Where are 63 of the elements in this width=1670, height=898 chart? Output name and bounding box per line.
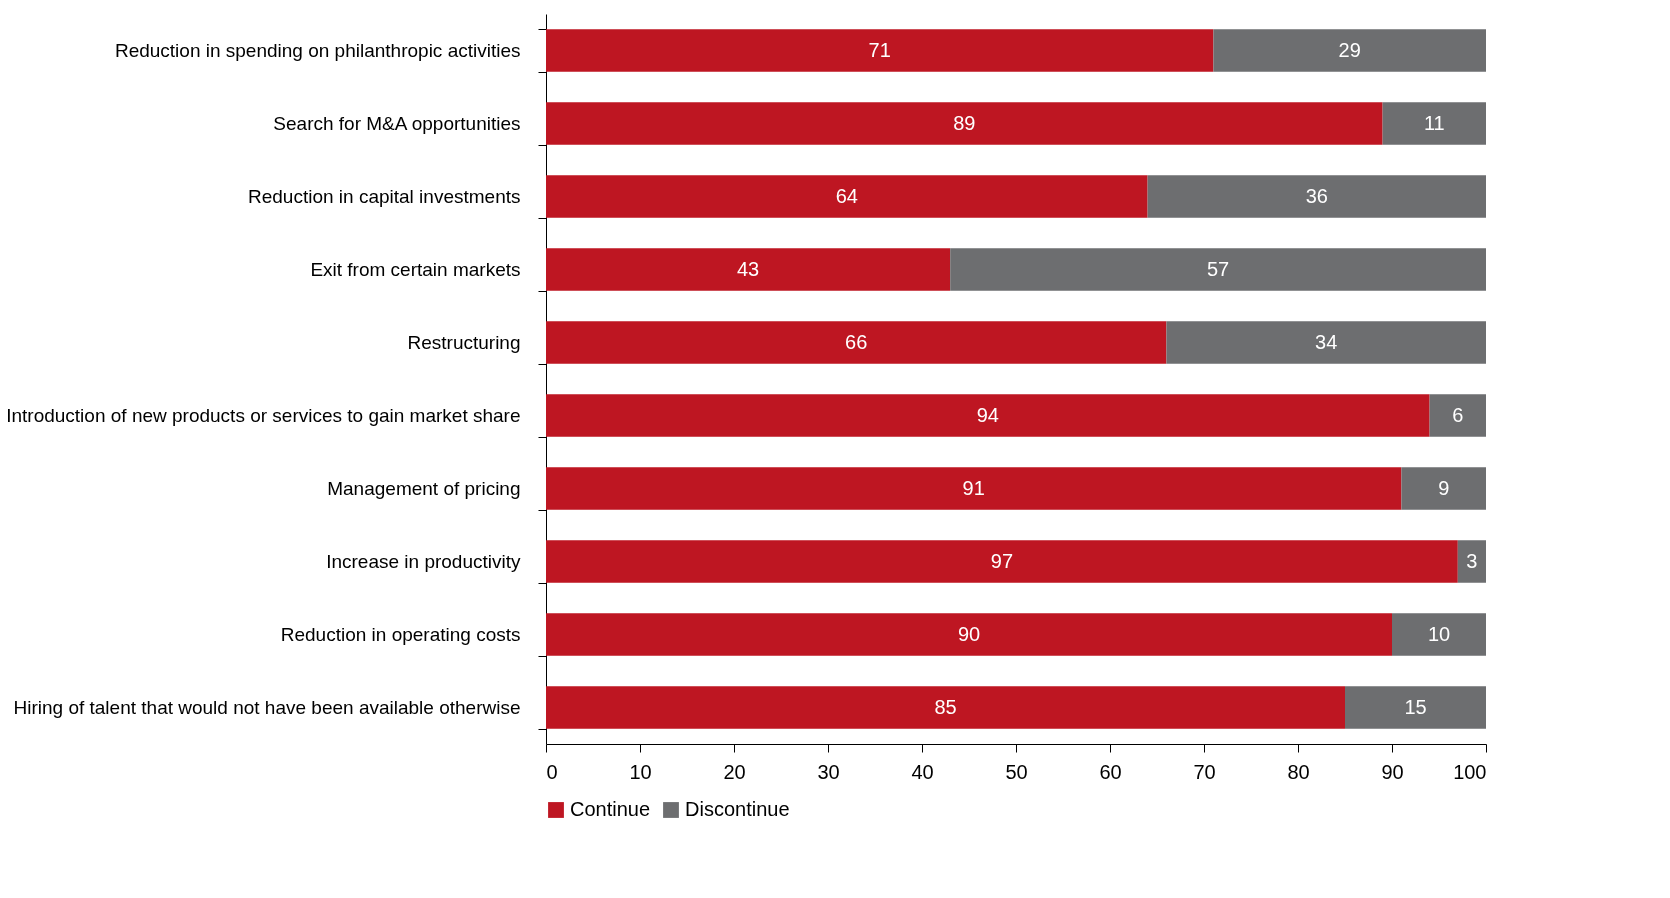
- data-label: 64: [835, 184, 858, 207]
- data-label: 10: [1427, 622, 1451, 645]
- x-tick-label: 80: [1287, 760, 1310, 783]
- data-label: 34: [1315, 330, 1338, 353]
- data-label: 6: [1452, 403, 1464, 426]
- data-label: 89: [953, 111, 976, 134]
- x-tick-label: 60: [1099, 760, 1122, 783]
- x-tick-label: 90: [1381, 760, 1404, 783]
- y-tick-label: Management of pricing: [327, 478, 521, 499]
- data-label: 57: [1206, 257, 1230, 280]
- x-tick-label: 10: [629, 760, 652, 783]
- y-tick-label: Increase in productivity: [326, 551, 521, 572]
- bar: [546, 321, 1167, 364]
- y-tick-label: Introduction of new products or services to gain market share: [6, 405, 521, 426]
- x-tick-label: 50: [1005, 760, 1028, 783]
- bar: [546, 467, 1402, 510]
- bar: [1166, 321, 1486, 364]
- data-label: 9: [1438, 476, 1450, 499]
- x-tick-label: 40: [911, 760, 934, 783]
- y-tick-label: Reduction in capital investments: [248, 186, 521, 207]
- bar: [1213, 29, 1486, 72]
- bar: [546, 394, 1430, 437]
- data-label: 97: [990, 549, 1014, 572]
- data-label: 71: [868, 38, 891, 61]
- x-tick-label: 70: [1193, 760, 1216, 783]
- data-label: 90: [957, 622, 981, 645]
- data-label: 36: [1305, 184, 1328, 207]
- bar: [1147, 175, 1486, 218]
- data-label: 85: [934, 695, 957, 718]
- bar: [1457, 540, 1486, 583]
- y-tick-label: Reduction in operating costs: [280, 624, 521, 645]
- bar: [546, 248, 951, 291]
- bar: [546, 540, 1458, 583]
- bar: [546, 613, 1392, 656]
- data-label: 29: [1338, 38, 1361, 61]
- legend-label: Discontinue: [685, 798, 790, 820]
- y-tick-label: Hiring of talent that would not have been available otherwise: [13, 697, 521, 718]
- y-tick-label: Reduction in spending on philanthropic activities: [114, 40, 521, 61]
- y-tick-label: Search for M&A opportunities: [273, 113, 521, 134]
- data-label: 43: [736, 257, 760, 280]
- x-tick-label: 0: [546, 760, 558, 783]
- data-label: 3: [1466, 549, 1478, 572]
- data-label: 91: [962, 476, 985, 499]
- x-tick-label: 20: [723, 760, 746, 783]
- x-tick-label: 100: [1453, 760, 1487, 783]
- bar: [1429, 394, 1486, 437]
- bar: [546, 175, 1148, 218]
- bar: [1382, 102, 1486, 145]
- y-tick-label: Restructuring: [407, 332, 521, 353]
- data-label: 66: [845, 330, 868, 353]
- data-label: 11: [1423, 111, 1445, 134]
- bar: [546, 102, 1383, 145]
- data-label: 94: [976, 403, 999, 426]
- data-label: 15: [1404, 695, 1427, 718]
- bar: [546, 29, 1214, 72]
- bar: [950, 248, 1486, 291]
- legend-label: Continue: [570, 798, 651, 820]
- bar: [1401, 467, 1486, 510]
- y-tick-label: Exit from certain markets: [310, 259, 521, 280]
- bar: [1392, 613, 1486, 656]
- bar: [1345, 686, 1486, 729]
- x-tick-label: 30: [817, 760, 840, 783]
- bar: [546, 686, 1345, 729]
